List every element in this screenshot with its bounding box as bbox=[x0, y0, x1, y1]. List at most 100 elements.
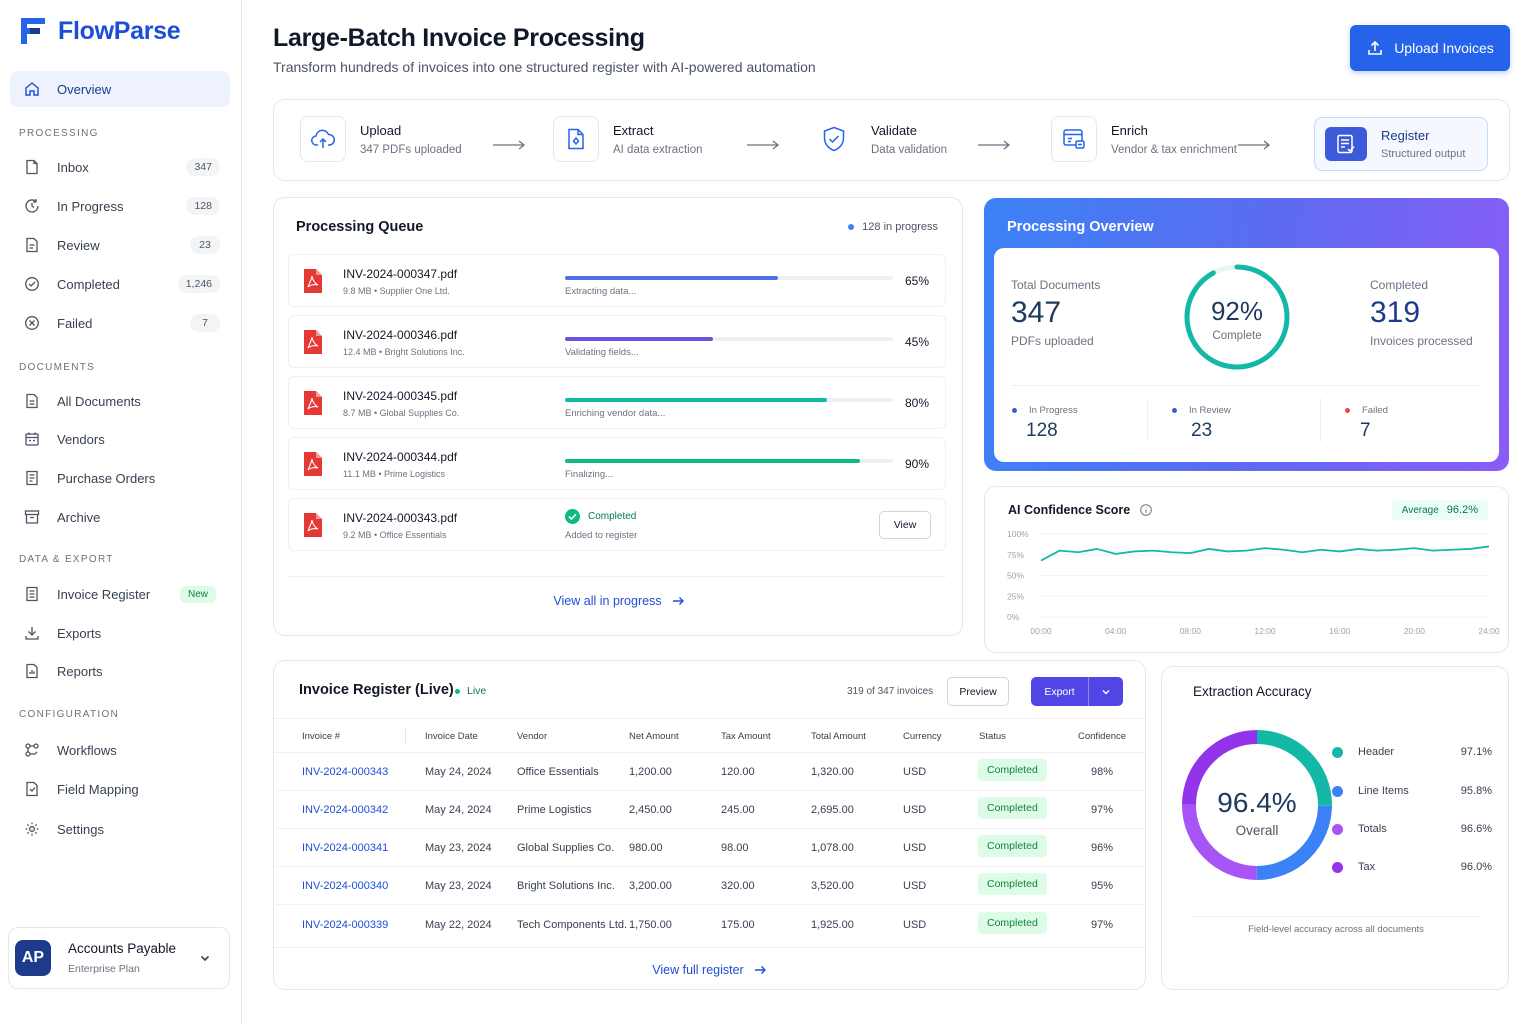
legend-label: Header bbox=[1358, 746, 1395, 758]
sidebar-item-review[interactable]: Review 23 bbox=[10, 227, 230, 263]
status-badge: Completed bbox=[978, 759, 1047, 781]
export-button[interactable]: Export bbox=[1031, 677, 1123, 706]
in-review-value: 23 bbox=[1191, 420, 1213, 441]
overall-accuracy: 96.4% bbox=[1217, 787, 1297, 818]
invoice-number-link[interactable]: INV-2024-000340 bbox=[302, 880, 389, 892]
legend-label: Tax bbox=[1358, 861, 1376, 873]
column-header[interactable]: Status bbox=[979, 731, 1006, 742]
page-title: Large-Batch Invoice Processing bbox=[273, 24, 645, 52]
step-subtitle: 347 PDFs uploaded bbox=[360, 143, 462, 156]
invoice-number-link[interactable]: INV-2024-000343 bbox=[302, 766, 389, 778]
progress-fill bbox=[565, 459, 861, 463]
file-meta: 9.8 MB • Supplier One Ltd. bbox=[343, 286, 450, 296]
sidebar-item-reports[interactable]: Reports bbox=[10, 653, 230, 689]
sidebar-item-workflows[interactable]: Workflows bbox=[10, 732, 230, 768]
queue-item[interactable]: INV-2024-000345.pdf 8.7 MB • Global Supp… bbox=[288, 376, 946, 429]
count-badge: 23 bbox=[190, 236, 220, 254]
account-switcher[interactable]: AP Accounts Payable Enterprise Plan bbox=[8, 927, 230, 989]
column-header[interactable]: Invoice # bbox=[302, 731, 341, 742]
progress-percent: 80% bbox=[904, 396, 929, 410]
sidebar-item-all-documents[interactable]: All Documents bbox=[10, 383, 230, 419]
column-header[interactable]: Tax Amount bbox=[721, 731, 771, 742]
view-all-link[interactable]: View all in progress bbox=[274, 594, 964, 608]
queue-item[interactable]: INV-2024-000344.pdf 11.1 MB • Prime Logi… bbox=[288, 437, 946, 490]
preview-button[interactable]: Preview bbox=[947, 677, 1009, 706]
chevron-down-icon[interactable] bbox=[199, 952, 211, 964]
sidebar-item-inbox[interactable]: Inbox 347 bbox=[10, 149, 230, 185]
sidebar-item-vendors[interactable]: Vendors bbox=[10, 421, 230, 457]
sidebar-item-label: Inbox bbox=[57, 159, 89, 175]
y-tick-label: 25% bbox=[1007, 591, 1024, 601]
pipeline-step-register[interactable]: Register Structured output bbox=[1314, 117, 1488, 171]
status-text: Completed bbox=[588, 511, 637, 522]
column-header[interactable]: Net Amount bbox=[629, 731, 679, 742]
step-title: Enrich bbox=[1111, 122, 1148, 138]
queue-item[interactable]: INV-2024-000347.pdf 9.8 MB • Supplier On… bbox=[288, 254, 946, 307]
invoice-number-link[interactable]: INV-2024-000341 bbox=[302, 842, 389, 854]
table-row[interactable]: INV-2024-000343 May 24, 2024 Office Esse… bbox=[275, 753, 1144, 791]
progress-bar bbox=[565, 276, 893, 280]
sidebar-item-archive[interactable]: Archive bbox=[10, 499, 230, 535]
pipeline-step-extract[interactable]: Extract AI data extraction bbox=[553, 116, 703, 162]
total-documents: 347 bbox=[1011, 296, 1062, 329]
column-header[interactable]: Confidence bbox=[1078, 731, 1127, 742]
overview-panel: Total Documents 347 PDFs uploaded 92% Co… bbox=[994, 248, 1499, 462]
inbox-icon bbox=[23, 158, 41, 176]
sidebar-item-in-progress[interactable]: In Progress 128 bbox=[10, 188, 230, 224]
arrow-right-icon bbox=[746, 140, 780, 150]
tax-amount: 320.00 bbox=[721, 880, 755, 892]
step-subtitle: Vendor & tax enrichment bbox=[1111, 143, 1237, 156]
column-header[interactable]: Total Amount bbox=[811, 731, 866, 742]
cloud-upload-icon bbox=[300, 116, 346, 162]
info-icon[interactable] bbox=[1140, 504, 1153, 516]
section-documents: DOCUMENTS bbox=[19, 362, 96, 373]
pipeline-step-validate[interactable]: Validate Data validation bbox=[811, 116, 947, 162]
shield-check-icon bbox=[811, 116, 857, 162]
table-row[interactable]: INV-2024-000340 May 23, 2024 Bright Solu… bbox=[275, 867, 1144, 905]
column-header[interactable]: Invoice Date bbox=[425, 731, 478, 742]
pipeline-step-upload[interactable]: Upload 347 PDFs uploaded bbox=[300, 116, 462, 162]
table-row[interactable]: INV-2024-000341 May 23, 2024 Global Supp… bbox=[275, 829, 1144, 867]
invoice-date: May 24, 2024 bbox=[425, 804, 492, 816]
logo[interactable]: FlowParse bbox=[18, 14, 181, 48]
sidebar-item-settings[interactable]: Settings bbox=[10, 811, 230, 847]
queue-status: 128 in progress bbox=[848, 221, 938, 233]
table-row[interactable]: INV-2024-000339 May 22, 2024 Tech Compon… bbox=[275, 906, 1144, 944]
view-full-register-link[interactable]: View full register bbox=[273, 963, 1146, 977]
currency: USD bbox=[903, 880, 927, 892]
pdf-file-icon bbox=[304, 330, 322, 354]
currency: USD bbox=[903, 804, 927, 816]
sidebar-item-completed[interactable]: Completed 1,246 bbox=[10, 266, 230, 302]
invoice-number-link[interactable]: INV-2024-000339 bbox=[302, 919, 389, 931]
view-button[interactable]: View bbox=[879, 511, 931, 539]
sidebar-item-overview[interactable]: Overview bbox=[10, 71, 230, 107]
upload-invoices-button[interactable]: Upload Invoices bbox=[1350, 25, 1510, 71]
sidebar-item-label: Overview bbox=[57, 81, 112, 97]
check-circle-icon bbox=[23, 275, 41, 293]
pipeline-step-enrich[interactable]: Enrich Vendor & tax enrichment bbox=[1051, 116, 1237, 162]
column-header[interactable]: Vendor bbox=[517, 731, 548, 742]
count-badge: 1,246 bbox=[177, 275, 220, 293]
sidebar-item-exports[interactable]: Exports bbox=[10, 615, 230, 651]
sidebar-item-field-mapping[interactable]: Field Mapping bbox=[10, 771, 230, 807]
queue-title: Processing Queue bbox=[296, 219, 424, 235]
accuracy-legend-item: Tax 96.0% bbox=[1332, 861, 1492, 873]
ring-fill bbox=[1184, 264, 1290, 370]
queue-item[interactable]: INV-2024-000346.pdf 12.4 MB • Bright Sol… bbox=[288, 315, 946, 368]
average-value: 96.2% bbox=[1446, 504, 1478, 516]
legend-value: 96.6% bbox=[1460, 823, 1492, 835]
chevron-down-icon[interactable] bbox=[1089, 687, 1123, 697]
table-row[interactable]: INV-2024-000342 May 24, 2024 Prime Logis… bbox=[275, 791, 1144, 829]
legend-dot bbox=[1332, 785, 1343, 797]
sidebar-item-purchase-orders[interactable]: Purchase Orders bbox=[10, 460, 230, 496]
sidebar-item-invoice-register[interactable]: Invoice Register New bbox=[10, 576, 230, 612]
legend-value: 97.1% bbox=[1460, 746, 1492, 758]
export-label: Export bbox=[1044, 685, 1075, 698]
completion-percent: 92% bbox=[1210, 296, 1264, 326]
donut-slice bbox=[1182, 730, 1332, 880]
queue-item-completed[interactable]: INV-2024-000343.pdf 9.2 MB • Office Esse… bbox=[288, 498, 946, 551]
field-mapping-icon bbox=[23, 780, 41, 798]
invoice-number-link[interactable]: INV-2024-000342 bbox=[302, 804, 389, 816]
column-header[interactable]: Currency bbox=[903, 731, 942, 742]
sidebar-item-failed[interactable]: Failed 7 bbox=[10, 305, 230, 341]
